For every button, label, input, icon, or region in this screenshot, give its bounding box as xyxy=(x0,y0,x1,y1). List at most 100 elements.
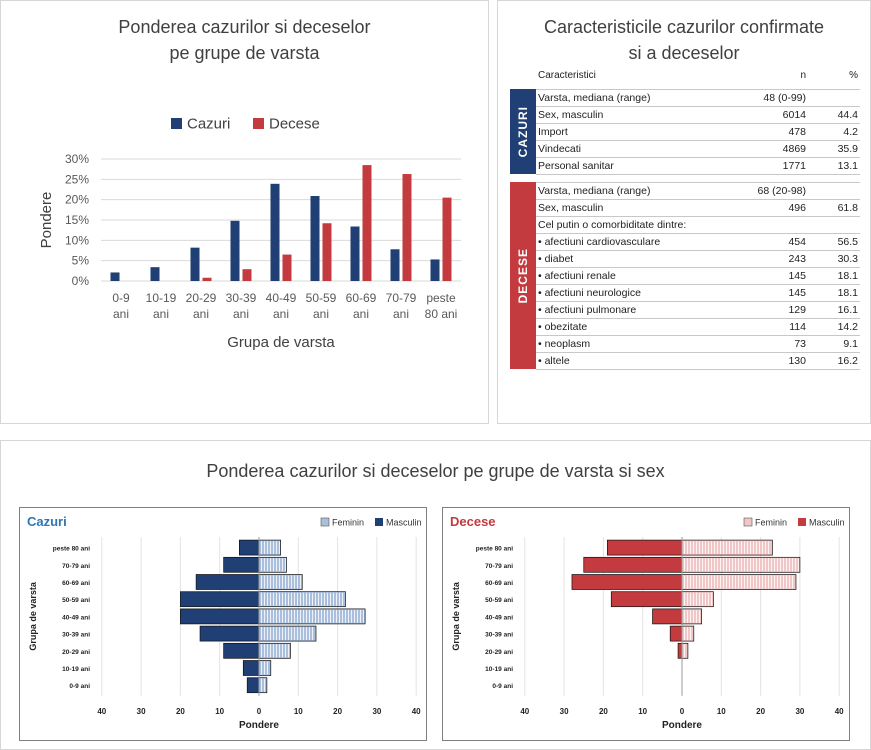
bar-decese xyxy=(202,277,212,281)
decese-vertical-label: DECESE xyxy=(516,247,530,304)
bar-masculin xyxy=(199,625,260,642)
x-tick-label: ani xyxy=(393,307,409,321)
row-pct: 35.9 xyxy=(808,140,860,158)
y-tick-label: 40-49 ani xyxy=(485,614,513,621)
age-group-bar-chart-panel: Ponderea cazurilor si deceselor pe grupe… xyxy=(0,0,489,424)
x-tick-label: ani xyxy=(153,307,169,321)
legend-swatch-feminin xyxy=(743,517,753,527)
y-axis-title: Grupa de varsta xyxy=(451,581,461,651)
x-tick-label: 70-79 xyxy=(386,291,417,305)
bar-masculin xyxy=(180,608,260,625)
x-tick-label: 80 ani xyxy=(425,307,458,321)
bar-cazuri xyxy=(350,226,360,281)
decese-pyramid-chart: Decese Feminin Masculin peste 80 ani 70-79 a… xyxy=(442,507,850,741)
bar-cazuri xyxy=(150,267,160,281)
legend-swatch-masculin xyxy=(375,518,383,526)
bar-cazuri xyxy=(430,259,440,281)
row-n: 73 xyxy=(740,335,808,353)
bar-cazuri xyxy=(110,272,120,281)
x-axis-title: Grupa de varsta xyxy=(227,334,335,351)
bar-decese xyxy=(242,269,252,281)
bar-masculin xyxy=(571,574,683,590)
table-header-row: Caracteristici n% xyxy=(510,63,860,89)
x-tick-label: 60-69 xyxy=(346,291,377,305)
bar-cazuri xyxy=(390,249,400,281)
legend-label-masculin: Masculin xyxy=(809,518,845,528)
header-caracteristici: Caracteristici xyxy=(538,70,596,82)
row-pct: 14.2 xyxy=(808,318,860,336)
table-row: Sex, masculin 496 61.8 xyxy=(510,199,860,217)
bar-feminin xyxy=(681,574,797,590)
row-label: Sex, masculin xyxy=(536,199,740,217)
x-axis-title: Pondere xyxy=(239,720,279,731)
x-tick-label: 50-59 xyxy=(306,291,337,305)
row-label: neoplasm xyxy=(536,335,740,353)
bar-masculin xyxy=(606,539,683,556)
y-tick-label: 0% xyxy=(72,274,90,288)
row-label: afectiuni cardiovasculare xyxy=(536,233,740,251)
cazuri-section-label: CAZURI xyxy=(510,89,536,174)
bar-feminin xyxy=(681,539,773,556)
row-pct xyxy=(808,88,860,107)
characteristics-table-panel: Caracteristicile cazurilor confirmate si… xyxy=(497,0,871,424)
table-row: CAZURI Varsta, mediana (range) 48 (0-99) xyxy=(510,88,860,174)
header-spacer xyxy=(510,63,536,89)
row-n: 145 xyxy=(740,267,808,285)
x-tick-label: 10 xyxy=(638,707,647,716)
table-title-line2: si a deceselor xyxy=(628,43,740,63)
y-tick-label: 0-9 ani xyxy=(69,683,90,690)
y-tick-label: 5% xyxy=(72,254,90,268)
row-n: 6014 xyxy=(740,106,808,124)
x-tick-label: 40-49 xyxy=(266,291,297,305)
row-label: diabet xyxy=(536,250,740,268)
x-tick-label: ani xyxy=(193,307,209,321)
bar-feminin xyxy=(258,591,346,608)
y-tick-label: 10-19 ani xyxy=(62,666,90,673)
bar-masculin xyxy=(610,591,683,608)
bar-masculin xyxy=(223,556,260,573)
row-pct: 16.2 xyxy=(808,352,860,370)
row-n xyxy=(740,216,808,234)
characteristics-table: Caracteristici n% CAZURI Varsta, mediana (r… xyxy=(510,63,860,370)
table-title-line1: Caracteristicile cazurilor confirmate xyxy=(543,17,825,37)
row-pct: 13.1 xyxy=(808,157,860,175)
x-tick-label: ani xyxy=(233,307,249,321)
bar-chart-title-line2: pe grupe de varsta xyxy=(169,43,320,63)
decese-section-label: DECESE xyxy=(510,182,536,369)
bar-cazuri xyxy=(190,247,200,281)
x-tick-label: 30 xyxy=(560,707,569,716)
row-n: 68 (20-98) xyxy=(740,181,808,200)
x-tick-label: 20 xyxy=(333,707,342,716)
bar-masculin xyxy=(242,660,260,676)
bar-feminin xyxy=(258,539,281,556)
table-row: Cel putin o comorbiditate dintre: xyxy=(510,216,860,234)
x-tick-label: ani xyxy=(273,307,289,321)
y-tick-label: 70-79 ani xyxy=(485,563,513,570)
x-tick-label: 30 xyxy=(795,707,804,716)
row-pct: 9.1 xyxy=(808,335,860,353)
bar-chart-title-line1: Ponderea cazurilor si deceselor xyxy=(118,17,371,37)
y-tick-label: 30-39 ani xyxy=(62,632,90,639)
y-tick-label: 10-19 ani xyxy=(485,666,513,673)
legend-label-cazuri: Cazuri xyxy=(187,116,230,133)
y-tick-label: 40-49 ani xyxy=(62,614,90,621)
row-label: Sex, masculin xyxy=(536,106,740,124)
row-pct: 44.4 xyxy=(808,106,860,124)
bar-masculin xyxy=(223,642,260,659)
row-pct: 18.1 xyxy=(808,284,860,302)
legend-label-masculin: Masculin xyxy=(386,518,422,528)
row-label: Personal sanitar xyxy=(536,157,740,175)
row-label: obezitate xyxy=(536,318,740,336)
x-tick-label: 30 xyxy=(137,707,146,716)
x-tick-label: 10 xyxy=(717,707,726,716)
y-tick-label: peste 80 ani xyxy=(53,546,90,553)
age-group-bar-chart: 0% 5% 10% 15% 20% 25% 30% Cazuri Decese 0-9 ani 10-… xyxy=(38,116,461,351)
cazuri-vertical-label: CAZURI xyxy=(516,105,530,158)
row-n: 114 xyxy=(740,318,808,336)
row-pct: 4.2 xyxy=(808,123,860,141)
y-tick-label: 30% xyxy=(65,152,89,166)
